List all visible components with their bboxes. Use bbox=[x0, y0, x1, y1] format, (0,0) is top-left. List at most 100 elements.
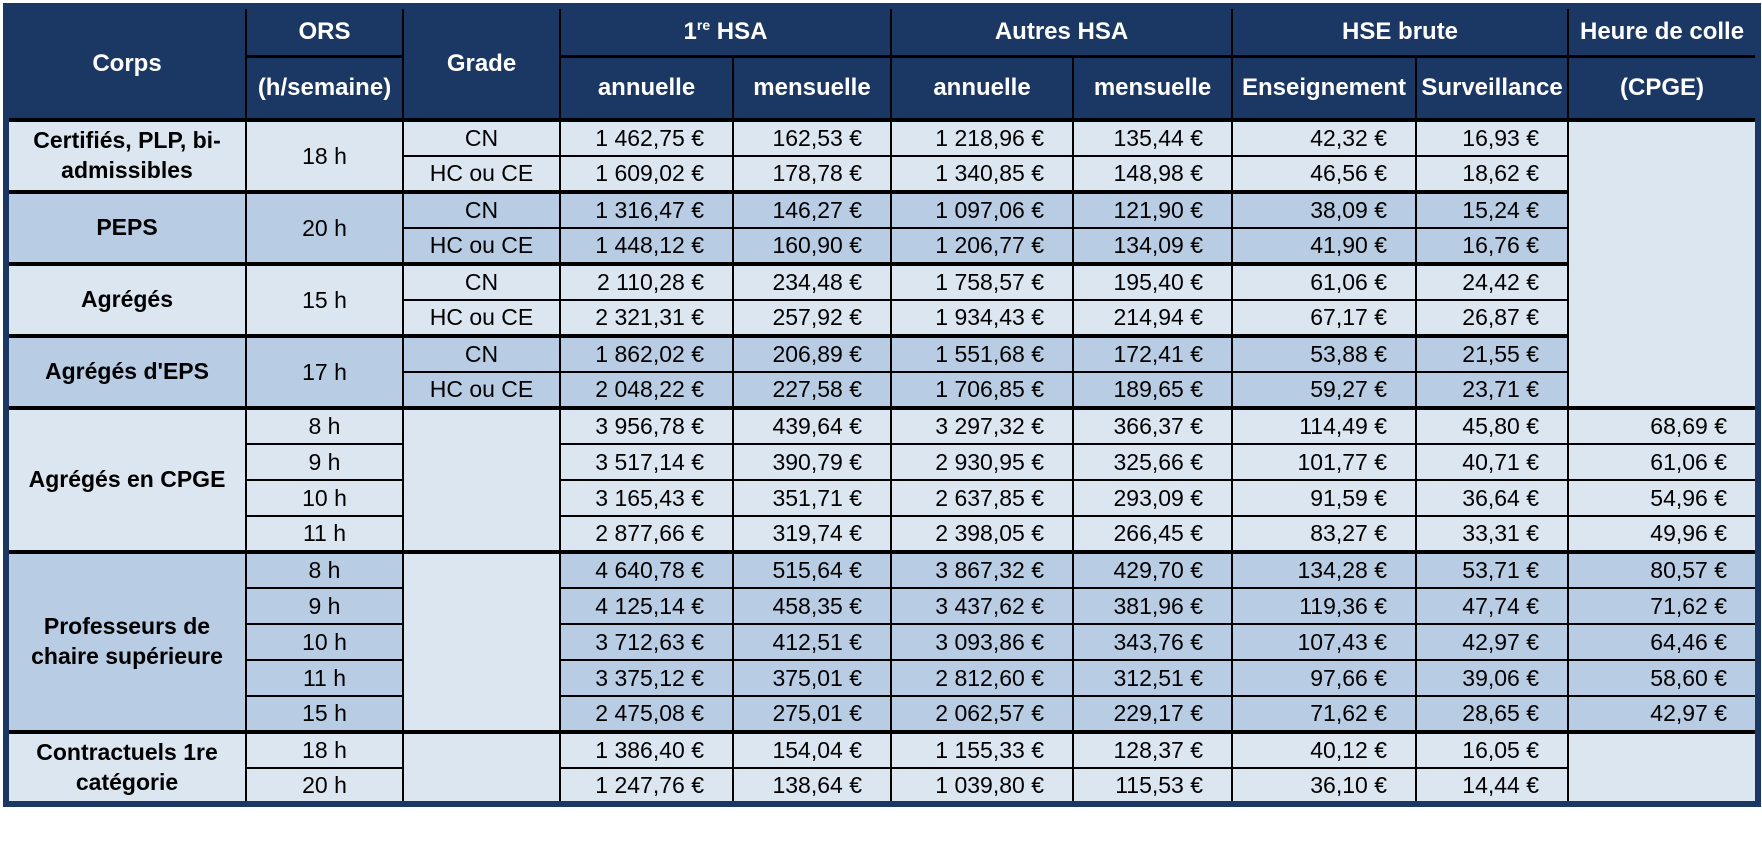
value-cell: 3 165,43 € bbox=[559, 479, 734, 517]
value-cell: 3 712,63 € bbox=[559, 623, 734, 661]
value-cell: 2 812,60 € bbox=[890, 659, 1074, 697]
value-cell: 172,41 € bbox=[1071, 334, 1234, 373]
grade-cell bbox=[402, 730, 561, 805]
value-cell: 33,31 € bbox=[1415, 515, 1570, 553]
header-autres-hsa: Autres HSA bbox=[889, 5, 1234, 58]
value-cell: 3 437,62 € bbox=[890, 587, 1074, 625]
value-cell: 42,32 € bbox=[1231, 118, 1418, 157]
value-cell: 1 155,33 € bbox=[890, 730, 1074, 769]
value-cell: 227,58 € bbox=[732, 371, 892, 409]
table-row: 10 h 3 712,63 €412,51 €3 093,86 €343,76 €… bbox=[6, 623, 1760, 661]
ors-cell: 8 h bbox=[245, 406, 404, 445]
value-cell: 2 930,95 € bbox=[890, 443, 1074, 481]
value-cell: 515,64 € bbox=[732, 550, 892, 589]
colle-cell: 49,96 € bbox=[1567, 515, 1760, 553]
ors-cell: 9 h bbox=[245, 587, 404, 625]
value-cell: 1 551,68 € bbox=[890, 334, 1074, 373]
header-autres-hsa-annuelle: annuelle bbox=[890, 55, 1074, 122]
value-cell: 3 517,14 € bbox=[559, 443, 734, 481]
corps-cell: Agrégés bbox=[5, 262, 247, 337]
table-row: HC ou CE 1 448,12 €160,90 €1 206,77 €134,… bbox=[6, 227, 1758, 265]
value-cell: 23,71 € bbox=[1415, 371, 1570, 409]
value-cell: 46,56 € bbox=[1231, 155, 1418, 193]
value-cell: 134,09 € bbox=[1071, 227, 1234, 265]
table-row: Agrégés en CPGE 8 h 3 956,78 €439,64 €3 29… bbox=[5, 406, 1760, 553]
table-row: PEPS 20 h CN 1 316,47 €146,27 €1 097,06 €12… bbox=[5, 190, 1758, 265]
value-cell: 2 398,05 € bbox=[890, 515, 1074, 553]
value-cell: 1 039,80 € bbox=[890, 767, 1074, 805]
value-cell: 26,87 € bbox=[1415, 299, 1570, 337]
ors-cell: 15 h bbox=[245, 262, 404, 337]
first-hsa-rest: HSA bbox=[710, 17, 768, 45]
value-cell: 351,71 € bbox=[732, 479, 892, 517]
table-row: 20 h 1 247,76 €138,64 €1 039,80 €115,53 €… bbox=[6, 767, 1758, 805]
header-enseignement: Enseignement bbox=[1231, 55, 1418, 122]
value-cell: 381,96 € bbox=[1071, 587, 1234, 625]
value-cell: 3 093,86 € bbox=[890, 623, 1074, 661]
table-row: Agrégés 15 h CN 2 110,28 €234,48 €1 758,57 … bbox=[5, 262, 1758, 337]
table-row: 9 h 3 517,14 €390,79 €2 930,95 €325,66 €1… bbox=[6, 443, 1760, 481]
header-hse-brute: HSE brute bbox=[1231, 5, 1570, 58]
value-cell: 234,48 € bbox=[732, 262, 892, 301]
first-hsa-prefix: 1 bbox=[683, 17, 697, 45]
value-cell: 115,53 € bbox=[1071, 767, 1234, 805]
value-cell: 45,80 € bbox=[1415, 406, 1570, 445]
header-ors: ORS bbox=[245, 5, 404, 58]
value-cell: 366,37 € bbox=[1071, 406, 1234, 445]
value-cell: 1 386,40 € bbox=[559, 730, 734, 769]
corps-cell: Agrégés en CPGE bbox=[5, 406, 247, 553]
value-cell: 439,64 € bbox=[732, 406, 892, 445]
ors-cell: 9 h bbox=[245, 443, 404, 481]
value-cell: 1 934,43 € bbox=[890, 299, 1074, 337]
value-cell: 128,37 € bbox=[1071, 730, 1234, 769]
value-cell: 97,66 € bbox=[1231, 659, 1418, 697]
value-cell: 2 877,66 € bbox=[559, 515, 734, 553]
value-cell: 214,94 € bbox=[1071, 299, 1234, 337]
value-cell: 1 340,85 € bbox=[890, 155, 1074, 193]
value-cell: 14,44 € bbox=[1415, 767, 1570, 805]
ors-cell: 18 h bbox=[245, 118, 404, 193]
colle-cell bbox=[1567, 730, 1760, 805]
value-cell: 2 475,08 € bbox=[559, 695, 734, 733]
value-cell: 40,12 € bbox=[1231, 730, 1418, 769]
value-cell: 1 758,57 € bbox=[890, 262, 1074, 301]
value-cell: 2 321,31 € bbox=[559, 299, 734, 337]
header-ors-unit: (h/semaine) bbox=[245, 55, 404, 122]
header-autres-hsa-mensuelle: mensuelle bbox=[1071, 55, 1234, 122]
header-cpge: (CPGE) bbox=[1567, 55, 1760, 122]
ors-cell: 15 h bbox=[245, 695, 404, 733]
value-cell: 28,65 € bbox=[1415, 695, 1570, 733]
value-cell: 83,27 € bbox=[1231, 515, 1418, 553]
ors-cell: 20 h bbox=[245, 767, 404, 805]
value-cell: 107,43 € bbox=[1231, 623, 1418, 661]
value-cell: 71,62 € bbox=[1231, 695, 1418, 733]
ors-cell: 18 h bbox=[245, 730, 404, 769]
corps-cell: Professeurs de chaire supérieure bbox=[5, 550, 247, 733]
value-cell: 195,40 € bbox=[1071, 262, 1234, 301]
colle-cell: 58,60 € bbox=[1567, 659, 1760, 697]
value-cell: 458,35 € bbox=[732, 587, 892, 625]
value-cell: 1 316,47 € bbox=[559, 190, 734, 229]
value-cell: 53,71 € bbox=[1415, 550, 1570, 589]
grade-cell: CN bbox=[402, 118, 561, 157]
value-cell: 257,92 € bbox=[732, 299, 892, 337]
value-cell: 3 867,32 € bbox=[890, 550, 1074, 589]
value-cell: 4 125,14 € bbox=[559, 587, 734, 625]
value-cell: 1 218,96 € bbox=[890, 118, 1074, 157]
header-surveillance: Surveillance bbox=[1415, 55, 1570, 122]
table-row: HC ou CE 2 048,22 €227,58 €1 706,85 €189,… bbox=[6, 371, 1758, 409]
header-first-hsa: 1re HSA bbox=[559, 5, 892, 58]
value-cell: 160,90 € bbox=[732, 227, 892, 265]
value-cell: 67,17 € bbox=[1231, 299, 1418, 337]
first-hsa-sup: re bbox=[696, 16, 711, 33]
value-cell: 24,42 € bbox=[1415, 262, 1570, 301]
value-cell: 15,24 € bbox=[1415, 190, 1570, 229]
value-cell: 206,89 € bbox=[732, 334, 892, 373]
value-cell: 16,93 € bbox=[1415, 118, 1570, 157]
header-first-hsa-annuelle: annuelle bbox=[559, 55, 734, 122]
value-cell: 119,36 € bbox=[1231, 587, 1418, 625]
value-cell: 266,45 € bbox=[1071, 515, 1234, 553]
table-row: Agrégés d'EPS 17 h CN 1 862,02 €206,89 €1 5… bbox=[5, 334, 1758, 409]
ors-cell: 10 h bbox=[245, 479, 404, 517]
value-cell: 135,44 € bbox=[1071, 118, 1234, 157]
